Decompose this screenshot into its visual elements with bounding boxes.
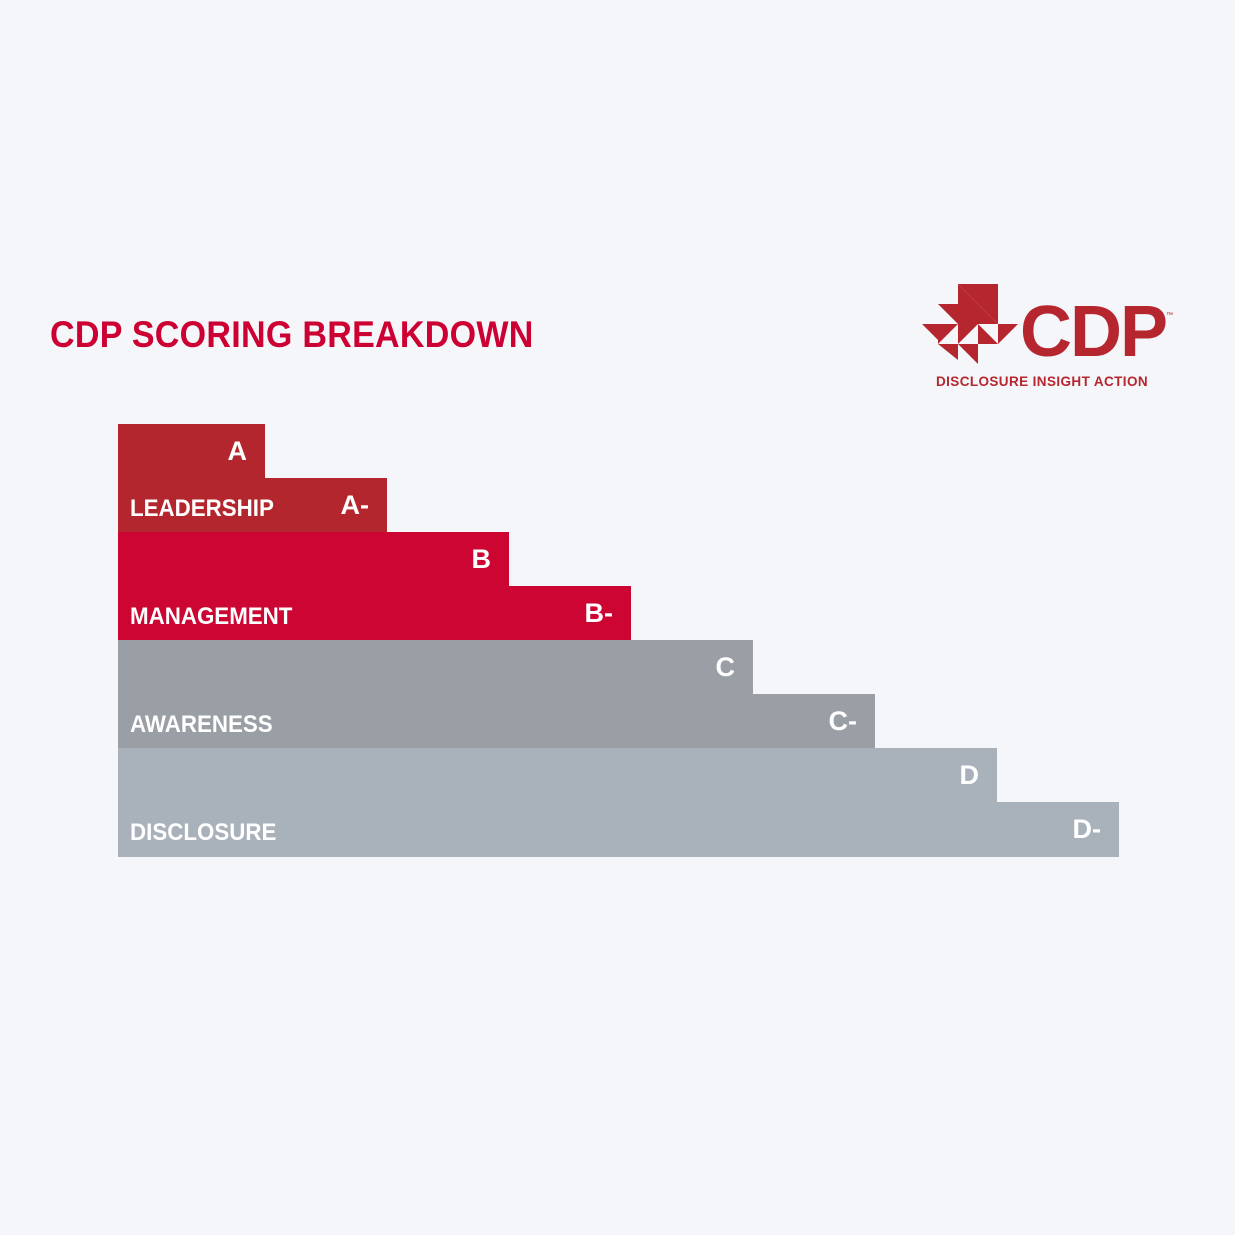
grade-label: A <box>227 436 248 466</box>
step-b <box>118 532 509 587</box>
logo-trademark: ™ <box>1166 312 1173 319</box>
logo-tagline: DISCLOSURE INSIGHT ACTION <box>936 374 1149 389</box>
step-d-minus <box>118 802 1119 857</box>
level-label-management: MANAGEMENT <box>130 603 293 630</box>
step-a-minus <box>118 478 387 533</box>
level-label-leadership: LEADERSHIP <box>130 495 274 522</box>
cdp-logo: CDP ™ DISCLOSURE INSIGHT ACTION <box>918 280 1178 395</box>
grade-label: B- <box>584 598 614 628</box>
page-title: CDP SCORING BREAKDOWN <box>50 314 534 355</box>
step-a <box>118 424 265 479</box>
step-d <box>118 748 997 803</box>
step-c <box>118 640 753 695</box>
grade-label: B <box>471 544 492 574</box>
level-label-disclosure: DISCLOSURE <box>130 819 277 846</box>
logo-wordmark: CDP <box>1020 292 1168 372</box>
grade-label: C- <box>828 706 858 736</box>
grade-label: A- <box>340 490 370 520</box>
step-c-minus <box>118 694 875 749</box>
step-b-minus <box>118 586 631 641</box>
cdp-triangles-icon <box>922 284 1018 364</box>
grade-label: D- <box>1072 814 1102 844</box>
grade-label: C <box>715 652 736 682</box>
grade-label: D <box>959 760 980 790</box>
level-label-awareness: AWARENESS <box>130 711 273 738</box>
